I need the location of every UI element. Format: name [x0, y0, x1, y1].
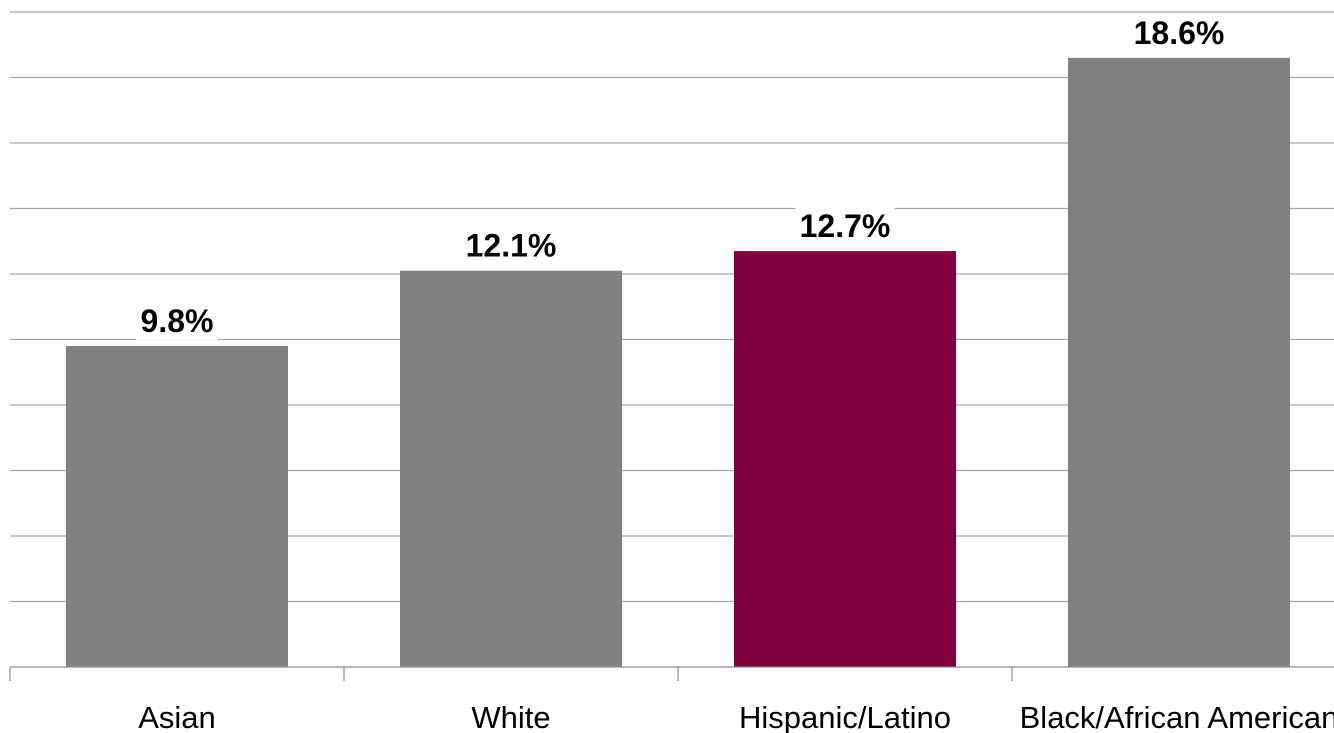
- value-label: 12.7%: [800, 208, 891, 244]
- value-label-background: [795, 207, 895, 246]
- bar-asian: [66, 346, 288, 667]
- value-label-background: [1129, 13, 1229, 52]
- bar-hispanic-latino: [734, 251, 956, 667]
- bar-black-african-american: [1068, 57, 1290, 668]
- category-label: Hispanic/Latino: [739, 700, 951, 733]
- bars: [66, 57, 1290, 668]
- category-label: Asian: [138, 700, 216, 733]
- value-label: 18.6%: [1134, 15, 1225, 51]
- value-labels: 9.8% 12.1% 12.7% 18.6%: [136, 13, 1229, 341]
- category-label: Black/African American: [1020, 700, 1334, 733]
- x-axis: [9, 666, 1334, 681]
- category-labels: Asian White Hispanic/Latino Black/African A…: [138, 700, 1334, 733]
- bar-white: [400, 270, 622, 667]
- value-label-background: [136, 302, 218, 341]
- value-label-background: [461, 226, 561, 265]
- value-label: 9.8%: [141, 303, 214, 339]
- category-label: White: [471, 700, 550, 733]
- value-label: 12.1%: [466, 228, 557, 264]
